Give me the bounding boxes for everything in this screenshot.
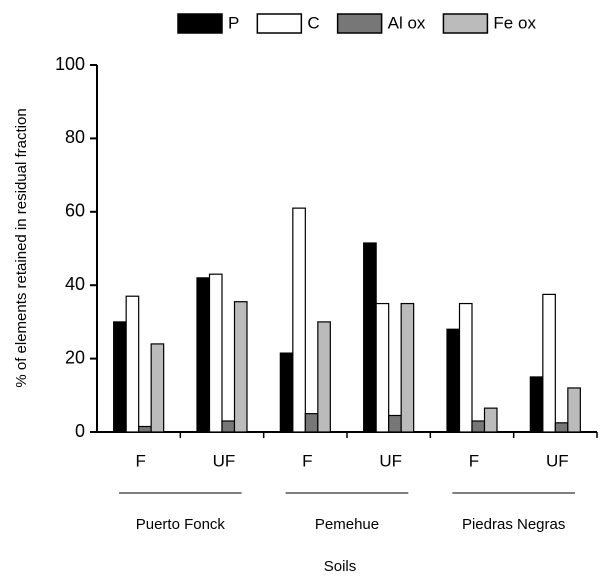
legend-swatch: [442, 13, 489, 34]
bar: [446, 328, 461, 433]
x-tick-label: UF: [546, 451, 569, 470]
bar: [113, 321, 127, 433]
group-label: Puerto Fonck: [136, 516, 226, 533]
legend-label: C: [307, 13, 319, 32]
bar: [304, 413, 319, 433]
y-tick-label: 20: [65, 347, 85, 367]
x-tick-label: F: [302, 451, 312, 470]
legend-swatch: [177, 13, 223, 34]
bar: [196, 277, 211, 433]
bar: [208, 273, 223, 433]
bar: [542, 293, 556, 433]
legend-swatch: [336, 13, 383, 34]
y-tick-label: 100: [55, 54, 85, 74]
x-tick-label: F: [135, 451, 145, 470]
bar: [279, 352, 294, 433]
x-axis-label: Soils: [324, 558, 357, 575]
legend-label: P: [228, 13, 239, 32]
group-label: Pemehue: [315, 516, 379, 533]
bar: [375, 302, 390, 433]
bar: [400, 302, 415, 433]
bar: [554, 422, 569, 433]
bar: [317, 321, 331, 433]
bar: [567, 387, 581, 433]
bar: [125, 295, 140, 433]
bar: [233, 301, 248, 433]
bar: [483, 407, 498, 433]
y-tick-label: 40: [65, 274, 85, 294]
bar: [221, 420, 236, 433]
y-tick-label: 60: [65, 201, 85, 221]
bar: [471, 420, 486, 433]
bar: [529, 376, 544, 433]
y-tick-label: 0: [75, 421, 85, 441]
bar: [292, 207, 306, 433]
group-label: Piedras Negras: [462, 516, 565, 533]
bar: [150, 343, 165, 433]
x-tick-label: UF: [379, 451, 402, 470]
legend-label: Al ox: [388, 13, 426, 32]
legend-label: Fe ox: [493, 13, 536, 32]
x-tick-label: UF: [213, 451, 236, 470]
bar: [388, 414, 402, 433]
x-tick-label: F: [469, 451, 479, 470]
legend-swatch: [256, 13, 303, 34]
bar: [458, 302, 473, 433]
bar: [138, 425, 152, 433]
y-axis-label: % of elements retained in residual fract…: [13, 108, 30, 387]
y-tick-label: 80: [65, 127, 85, 147]
bar: [363, 242, 377, 433]
